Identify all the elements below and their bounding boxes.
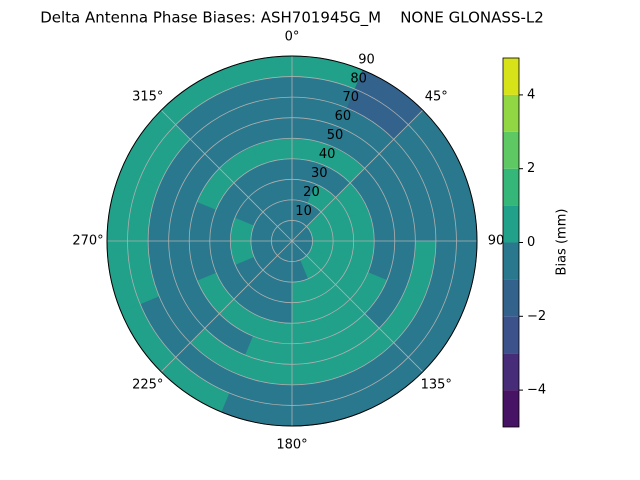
r-tick-label: 80: [350, 71, 367, 86]
r-tick-label: 70: [343, 90, 360, 105]
theta-tick-label: 225°: [132, 378, 163, 393]
colorbar-label: Bias (mm): [555, 209, 570, 276]
colorbar-band: [503, 58, 519, 95]
colorbar-band: [503, 316, 519, 354]
colorbar-band: [503, 131, 519, 169]
chart-title: Delta Antenna Phase Biases: ASH701945G_M…: [40, 9, 544, 28]
r-tick-label: 60: [335, 109, 352, 124]
theta-tick-label: 180°: [276, 438, 307, 453]
polar-grid: 10 20 30 40 50 60 70 80 90 0° 45° 90 135° 180° 225° 270…: [72, 30, 504, 453]
r-tick-label: 30: [311, 166, 328, 181]
colorbar-band: [503, 205, 519, 243]
polar-frame: [106, 55, 478, 427]
theta-tick-label: 135°: [421, 378, 452, 393]
theta-tick-label: 45°: [425, 89, 448, 104]
grid-spoke: [291, 240, 424, 373]
grid-spoke: [160, 109, 293, 242]
colorbar-tick-label: 2: [527, 161, 535, 176]
theta-tick-label: 315°: [132, 89, 163, 104]
r-tick-label: 40: [319, 147, 336, 162]
colorbar-tick-label: −2: [527, 309, 546, 324]
colorbar-band: [503, 168, 519, 206]
colorbar-band: [503, 390, 519, 427]
colorbar-tick-label: −4: [527, 383, 546, 398]
colorbar-tick-label: 0: [527, 235, 535, 250]
colorbar-band: [503, 279, 519, 317]
colorbar-band: [503, 94, 519, 132]
colorbar: −4 −2 0 2 4: [502, 57, 546, 428]
colorbar-band: [503, 242, 519, 280]
grid-spoke: [160, 240, 293, 373]
theta-tick-label: 90: [488, 234, 505, 249]
theta-tick-label: 270°: [72, 234, 103, 249]
colorbar-band: [503, 353, 519, 391]
r-tick-label: 90: [358, 52, 375, 67]
theta-tick-label: 0°: [285, 30, 300, 45]
colorbar-tick-label: 4: [527, 87, 535, 102]
r-tick-label: 10: [295, 204, 312, 219]
r-tick-label: 50: [327, 128, 344, 143]
r-tick-label: 20: [303, 185, 320, 200]
grid-spoke: [291, 109, 424, 242]
